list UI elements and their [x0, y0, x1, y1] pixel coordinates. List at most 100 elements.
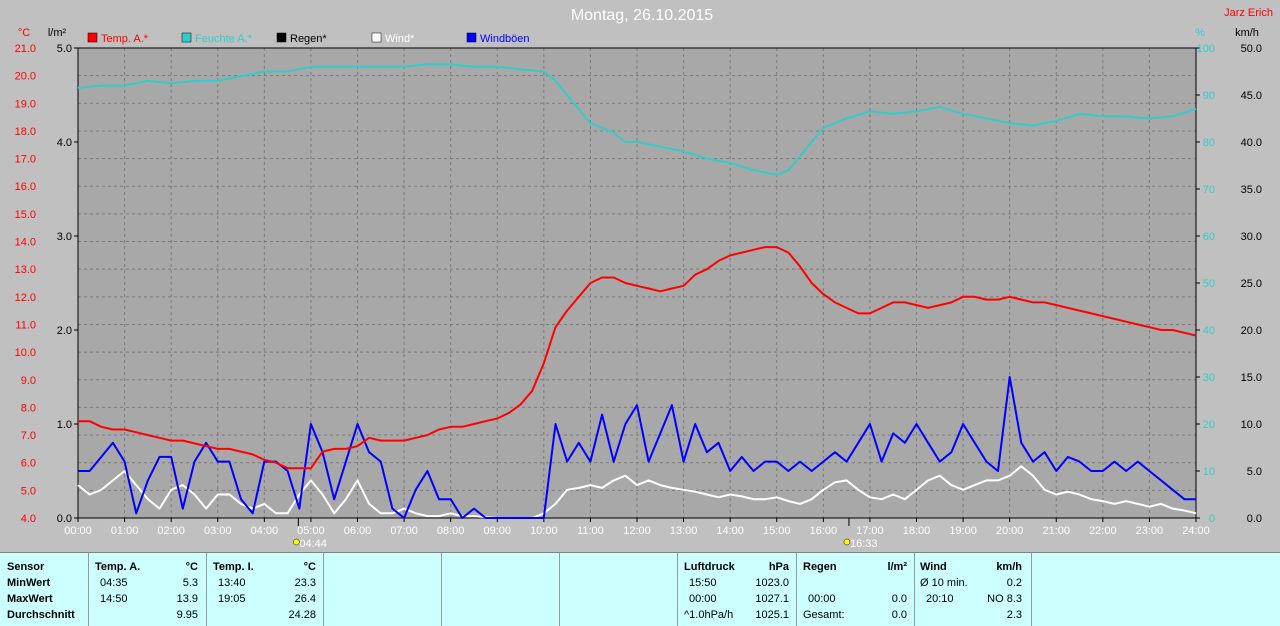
- legend-swatch: [466, 32, 477, 43]
- temp-tick-label: 15.0: [15, 209, 36, 221]
- humidity-tick-label: 0: [1209, 513, 1215, 525]
- temp-a-max-value: 13.9: [176, 593, 198, 605]
- humidity-tick-label: 20: [1203, 419, 1215, 431]
- x-tick-label: 21:00: [1042, 525, 1070, 537]
- row-label-max: MaxWert: [7, 593, 53, 605]
- rain-total-label: Gesamt:: [803, 609, 845, 621]
- temp-a-min-time: 04:35: [100, 577, 128, 589]
- x-tick-label: 17:00: [856, 525, 884, 537]
- humidity-tick-label: 80: [1203, 137, 1215, 149]
- legend: Temp. A.* Feuchte A.* Regen* Wind* Windböen: [87, 32, 530, 45]
- rain-max-time: 00:00: [808, 593, 836, 605]
- humidity-axis-unit: %: [1195, 27, 1205, 39]
- x-tick-label: 06:00: [344, 525, 372, 537]
- temp-tick-label: 9.0: [21, 375, 36, 387]
- temp-tick-label: 21.0: [15, 43, 36, 55]
- panel-divider: [914, 553, 915, 626]
- temp-tick-label: 17.0: [15, 154, 36, 166]
- x-tick-label: 02:00: [157, 525, 185, 537]
- x-tick-label: 16:00: [810, 525, 838, 537]
- x-tick-label: 05:00: [297, 525, 325, 537]
- wind-tick-label: 0.0: [1247, 513, 1262, 525]
- author-label: Jarz Erich: [1224, 7, 1273, 19]
- temp-i-max-value: 26.4: [294, 593, 316, 605]
- x-tick-label: 01:00: [111, 525, 139, 537]
- x-tick-label: 19:00: [949, 525, 977, 537]
- wind-unit: km/h: [996, 561, 1022, 573]
- x-tick-label: 15:00: [763, 525, 791, 537]
- stats-panel: Sensor MinWert MaxWert Durchschnitt Temp…: [0, 552, 1280, 626]
- humidity-tick-label: 100: [1197, 43, 1215, 55]
- x-tick-label: 20:00: [996, 525, 1024, 537]
- wind-axis-unit: km/h: [1235, 27, 1259, 39]
- sun-marker-icon: [293, 538, 300, 546]
- humidity-tick-label: 70: [1203, 184, 1215, 196]
- wind-tick-label: 5.0: [1247, 466, 1262, 478]
- panel-divider: [206, 553, 207, 626]
- pressure-min-value: 1023.0: [755, 577, 789, 589]
- pressure-trend-label: ^1.0hPa/h: [684, 609, 734, 621]
- temp-tick-label: 13.0: [15, 264, 36, 276]
- wind-tick-label: 10.0: [1241, 419, 1262, 431]
- temp-a-max-time: 14:50: [100, 593, 128, 605]
- series-line-windben: [78, 376, 1196, 519]
- wind-max-value: NO 8.3: [987, 593, 1022, 605]
- rain-total-value: 0.0: [891, 609, 907, 621]
- temp-i-unit: °C: [303, 561, 316, 573]
- rain-tick-label: 4.0: [57, 137, 72, 149]
- x-tick-label: 14:00: [716, 525, 744, 537]
- rain-unit: l/m²: [887, 561, 907, 573]
- temp-i-avg: 24.28: [288, 609, 316, 621]
- x-tick-label: 18:00: [903, 525, 931, 537]
- legend-swatch: [87, 32, 98, 43]
- temp-tick-label: 16.0: [15, 181, 36, 193]
- rain-header: Regen: [803, 561, 837, 573]
- panel-divider: [88, 553, 89, 626]
- series-layer: [77, 63, 1197, 519]
- sun-marker-icon: [843, 538, 851, 546]
- panel-divider: [323, 553, 324, 626]
- humidity-tick-label: 50: [1203, 278, 1215, 290]
- temp-tick-label: 6.0: [21, 458, 36, 470]
- pressure-header: Luftdruck: [684, 561, 735, 573]
- x-tick-label: 22:00: [1089, 525, 1117, 537]
- sun-marker-label: 04:44: [299, 538, 327, 550]
- temp-tick-label: 20.0: [15, 71, 36, 83]
- x-tick-label: 23:00: [1136, 525, 1164, 537]
- panel-divider: [796, 553, 797, 626]
- legend-entry: Temp. A.*: [101, 33, 149, 45]
- wind-tick-label: 50.0: [1241, 43, 1262, 55]
- legend-entry: Regen*: [290, 33, 327, 45]
- panel-divider: [559, 553, 560, 626]
- temp-i-max-time: 19:05: [218, 593, 246, 605]
- row-label-min: MinWert: [7, 577, 51, 589]
- rain-tick-label: 2.0: [57, 325, 72, 337]
- temp-tick-label: 10.0: [15, 347, 36, 359]
- wind-avg-label: Ø 10 min.: [920, 577, 968, 589]
- x-tick-label: 09:00: [483, 525, 511, 537]
- legend-entry: Feuchte A.*: [195, 33, 253, 45]
- temp-i-min-time: 13:40: [218, 577, 246, 589]
- pressure-max-time: 00:00: [689, 593, 717, 605]
- pressure-trend-value: 1025.1: [755, 609, 789, 621]
- temp-a-avg: 9.95: [176, 609, 198, 621]
- temp-tick-label: 7.0: [21, 430, 36, 442]
- wind-avg-value: 0.2: [1006, 577, 1022, 589]
- temp-a-min-value: 5.3: [182, 577, 198, 589]
- pressure-unit: hPa: [768, 561, 789, 573]
- panel-divider: [441, 553, 442, 626]
- rain-max-value: 0.0: [891, 593, 907, 605]
- rain-axis-unit: l/m²: [48, 27, 67, 39]
- axes: 00:00 01:00 02:00 03:00 04:00 05:00 06:00 07:00…: [15, 43, 1262, 550]
- x-tick-label: 24:00: [1182, 525, 1210, 537]
- x-tick-label: 00:00: [64, 525, 92, 537]
- x-tick-label: 12:00: [623, 525, 651, 537]
- wind-tick-label: 45.0: [1241, 90, 1262, 102]
- temp-tick-label: 11.0: [15, 319, 36, 331]
- rain-tick-label: 3.0: [57, 231, 72, 243]
- rain-tick-label: 0.0: [57, 513, 72, 525]
- wind-tick-label: 30.0: [1241, 231, 1262, 243]
- temp-a-unit: °C: [185, 561, 198, 573]
- x-tick-label: 13:00: [670, 525, 698, 537]
- wind-max-time: 20:10: [926, 593, 954, 605]
